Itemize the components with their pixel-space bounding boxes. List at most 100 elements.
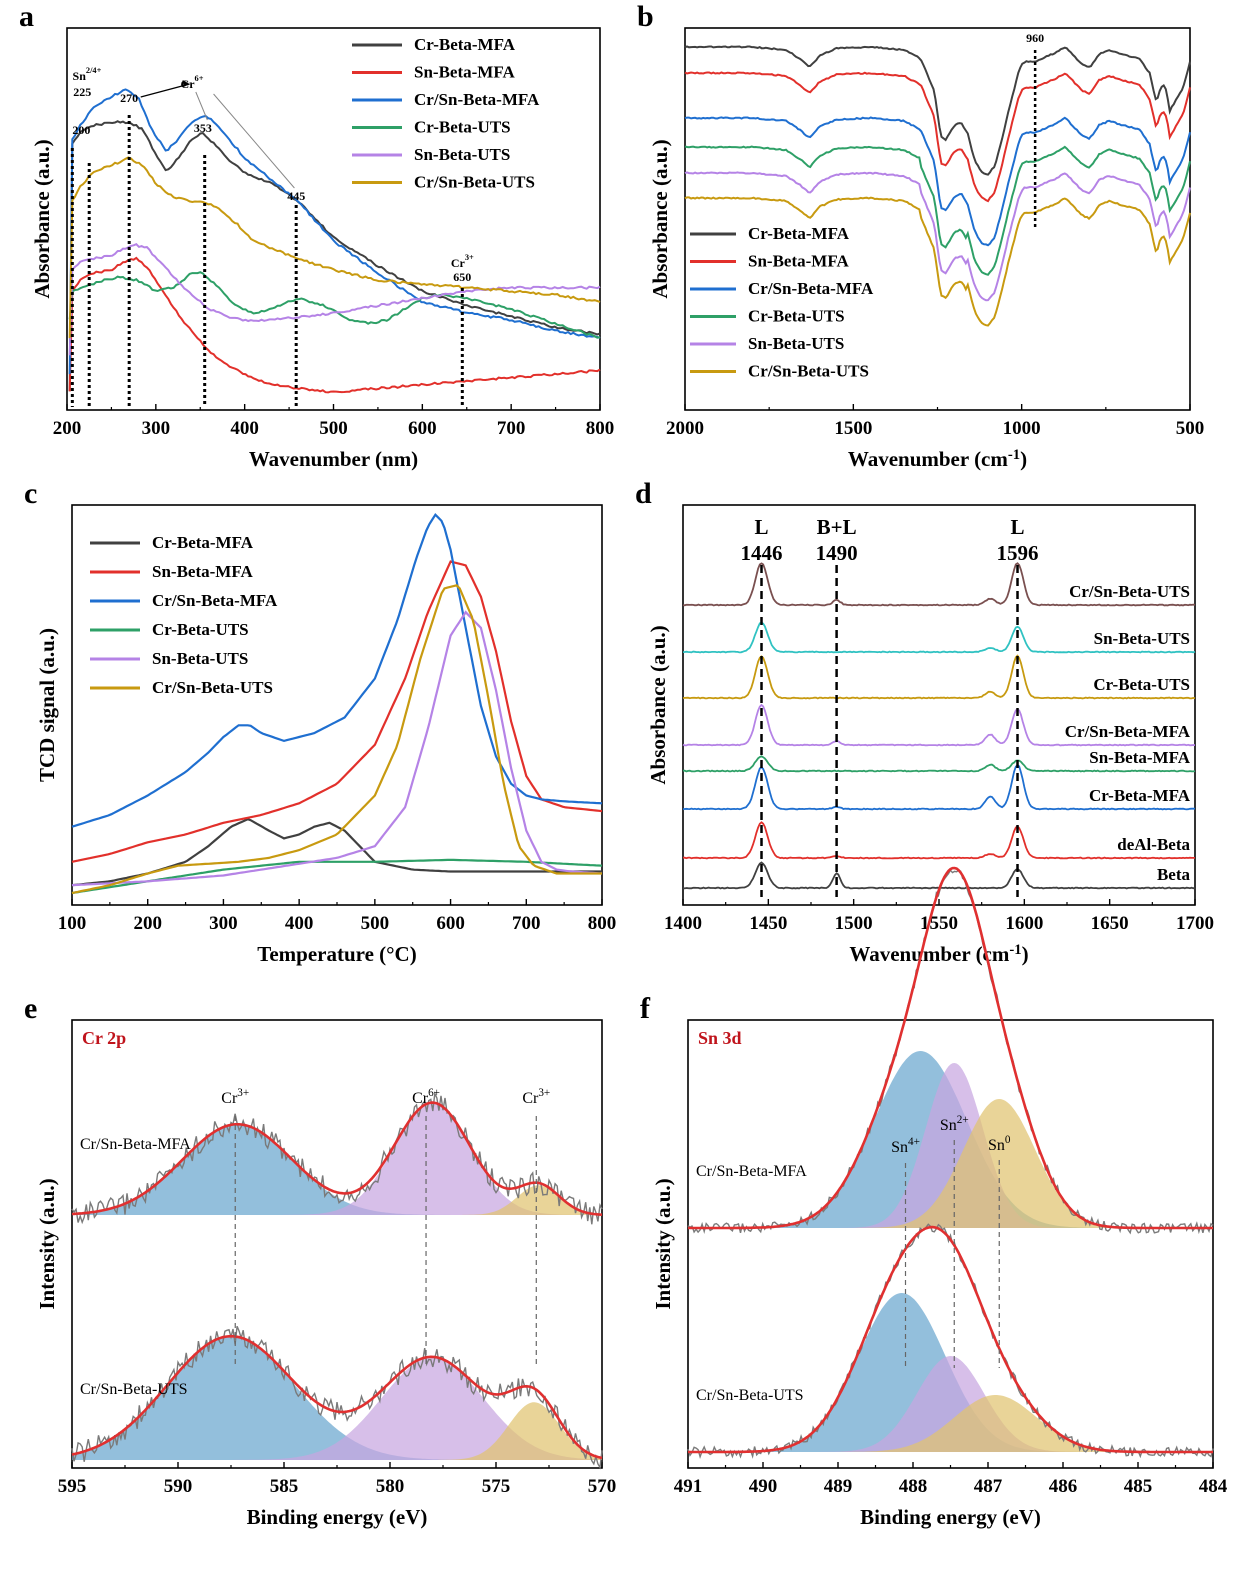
fit-envelope bbox=[71, 1334, 603, 1460]
y-axis-label: Absorbance (a.u.) bbox=[30, 139, 54, 298]
series-line bbox=[71, 610, 603, 887]
peak-label: Cr3+ bbox=[221, 1087, 249, 1107]
arrow-head bbox=[182, 80, 190, 87]
fit-component bbox=[72, 1124, 602, 1215]
x-axis-label: Wavenumber (cm-1) bbox=[849, 942, 1028, 966]
annotation-1446: 1446 bbox=[741, 541, 783, 565]
panel-label: a bbox=[19, 0, 34, 33]
panel-title: Cr 2p bbox=[82, 1028, 126, 1048]
x-tick-label: 600 bbox=[408, 418, 437, 439]
x-axis-label: Wavenumber (cm-1) bbox=[848, 447, 1027, 471]
series-line bbox=[684, 71, 1191, 203]
annotation-cr3: Cr3+ bbox=[451, 253, 474, 270]
arrow-line bbox=[195, 91, 208, 121]
legend-label: Cr/Sn-Beta-UTS bbox=[152, 678, 273, 697]
series-line bbox=[682, 621, 1196, 654]
trace-label: Cr/Sn-Beta-MFA bbox=[1065, 722, 1191, 741]
legend-label: Cr/Sn-Beta-UTS bbox=[748, 362, 869, 381]
fit-component bbox=[688, 1395, 1213, 1452]
x-tick-label: 1700 bbox=[1176, 913, 1214, 934]
fit-envelope bbox=[71, 1101, 603, 1216]
series-line bbox=[684, 116, 1191, 247]
annotation-650: 650 bbox=[453, 270, 471, 284]
annotation-1490: 1490 bbox=[816, 541, 858, 565]
series-line bbox=[684, 171, 1191, 302]
x-tick-label: 300 bbox=[142, 418, 171, 439]
x-axis-label: Wavenumber (nm) bbox=[249, 447, 418, 471]
peak-label: Sn0 bbox=[988, 1134, 1011, 1154]
panel-label: f bbox=[640, 992, 651, 1025]
x-axis-label: Binding energy (eV) bbox=[860, 1505, 1041, 1529]
x-tick-label: 1500 bbox=[835, 913, 873, 934]
series-line bbox=[684, 196, 1191, 327]
trace-label: Cr-Beta-UTS bbox=[1093, 675, 1190, 694]
fit-component bbox=[72, 1102, 602, 1215]
fit-envelope bbox=[688, 866, 1213, 1230]
x-tick-label: 200 bbox=[53, 418, 82, 439]
legend-label: Cr-Beta-MFA bbox=[152, 533, 254, 552]
series-line bbox=[68, 120, 601, 392]
annotation-445: 445 bbox=[287, 189, 305, 203]
trace-label: Sn-Beta-UTS bbox=[1094, 629, 1190, 648]
y-axis-label: Intensity (a.u.) bbox=[651, 1178, 675, 1309]
x-tick-label: 1000 bbox=[1003, 418, 1041, 439]
annotation-l: L bbox=[1010, 515, 1024, 539]
legend-label: Sn-Beta-UTS bbox=[748, 334, 844, 353]
peak-label: Cr3+ bbox=[522, 1087, 550, 1107]
x-tick-label: 1500 bbox=[834, 418, 872, 439]
x-tick-label: 487 bbox=[974, 1476, 1003, 1497]
series-line bbox=[68, 243, 601, 356]
legend-label: Sn-Beta-MFA bbox=[152, 562, 253, 581]
series-line bbox=[684, 45, 1191, 176]
annotation-200: 200 bbox=[72, 123, 90, 137]
fit-envelope bbox=[688, 1225, 1213, 1454]
panel-a: 200 300 400 500 600 700 800 Wavenumber (nm) Abso… bbox=[19, 0, 614, 471]
x-tick-label: 486 bbox=[1049, 1476, 1078, 1497]
raw-spectrum bbox=[687, 1223, 1214, 1459]
panel-e: 595 590 585 580 575 570 Binding energy (eV) Int… bbox=[24, 992, 616, 1529]
x-tick-label: 485 bbox=[1124, 1476, 1153, 1497]
x-tick-label: 2000 bbox=[666, 418, 704, 439]
x-tick-label: 575 bbox=[482, 1476, 511, 1497]
x-tick-label: 600 bbox=[436, 913, 465, 934]
x-tick-label: 595 bbox=[58, 1476, 87, 1497]
panel-label: b bbox=[637, 0, 654, 33]
series-line bbox=[683, 821, 1195, 860]
legend-label: Cr/Sn-Beta-MFA bbox=[748, 279, 874, 298]
x-tick-label: 1450 bbox=[749, 913, 787, 934]
annotation-bl: B+L bbox=[817, 515, 857, 539]
fit-component bbox=[72, 1402, 602, 1460]
y-axis-label: Absorbance (a.u.) bbox=[646, 625, 670, 784]
sample-label: Cr/Sn-Beta-UTS bbox=[696, 1387, 804, 1404]
x-tick-label: 1600 bbox=[1005, 913, 1043, 934]
x-tick-label: 1650 bbox=[1091, 913, 1129, 934]
trace-label: Sn-Beta-MFA bbox=[1089, 748, 1190, 767]
x-tick-label: 488 bbox=[899, 1476, 928, 1497]
raw-spectrum bbox=[71, 1091, 603, 1225]
x-tick-label: 489 bbox=[824, 1476, 853, 1497]
annotation-l: L bbox=[754, 515, 768, 539]
series-line bbox=[71, 512, 603, 828]
trace-label: Beta bbox=[1157, 865, 1191, 884]
panel-label: c bbox=[24, 477, 37, 510]
annotation-353: 353 bbox=[194, 121, 212, 135]
y-axis-label: TCD signal (a.u.) bbox=[35, 628, 59, 782]
annotation-225: 225 bbox=[73, 85, 91, 99]
annotation-sn: Sn2/4+ bbox=[73, 66, 102, 83]
x-tick-label: 1400 bbox=[664, 913, 702, 934]
plot-frame bbox=[66, 27, 601, 411]
series-line bbox=[71, 584, 602, 895]
panel-f: 491 490 489 488 487 486 485 484 Binding energy (… bbox=[640, 866, 1228, 1529]
arrow-line bbox=[213, 93, 295, 189]
series-line bbox=[68, 88, 601, 375]
x-axis-label: Temperature (°C) bbox=[257, 942, 416, 966]
fit-component bbox=[688, 1356, 1213, 1452]
x-tick-label: 700 bbox=[512, 913, 541, 934]
fit-component bbox=[72, 1336, 602, 1460]
legend-label: Cr/Sn-Beta-MFA bbox=[152, 591, 278, 610]
panel-label: d bbox=[635, 477, 652, 510]
legend-label: Cr-Beta-UTS bbox=[152, 620, 249, 639]
legend-label: Cr/Sn-Beta-UTS bbox=[414, 173, 535, 192]
x-tick-label: 400 bbox=[285, 913, 314, 934]
x-axis-label: Binding energy (eV) bbox=[247, 1505, 428, 1529]
